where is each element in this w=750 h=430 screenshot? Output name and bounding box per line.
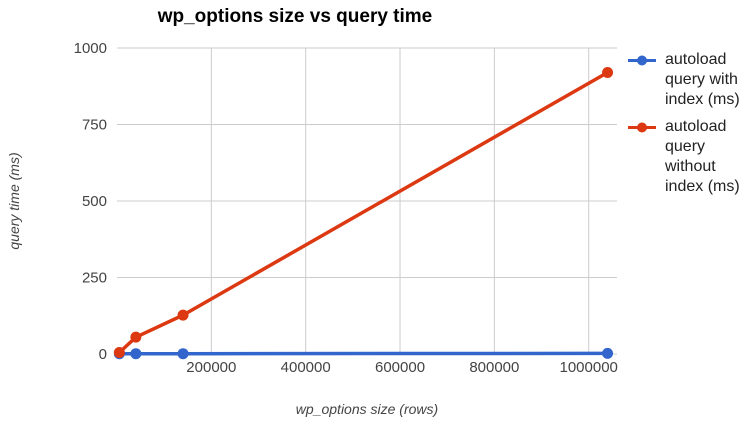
x-tick-label: 800000 (469, 359, 519, 376)
legend-marker-line-icon (628, 122, 656, 133)
y-tick-label: 500 (82, 193, 107, 210)
legend: autoload query with index (ms) autoload q… (627, 50, 747, 204)
data-point (602, 66, 614, 78)
legend-item-label: autoload query with index (ms) (665, 51, 740, 108)
y-tick-label: 750 (82, 117, 107, 134)
data-point (130, 348, 142, 360)
y-tick-label: 1000 (74, 40, 107, 57)
x-tick-label: 600000 (375, 359, 425, 376)
x-axis-title: wp_options size (rows) (295, 401, 439, 417)
legend-marker-line-icon (628, 55, 656, 66)
legend-item[interactable]: autoload query with index (ms) (627, 50, 747, 110)
series-line (117, 70, 610, 355)
y-tick-label: 0 (99, 346, 107, 363)
data-point (177, 309, 189, 321)
data-point (130, 331, 142, 343)
y-tick-label: 250 (82, 270, 107, 287)
x-tick-label: 200000 (186, 359, 236, 376)
data-point (177, 348, 189, 360)
x-tick-label: 400000 (281, 359, 331, 376)
data-point (602, 347, 614, 359)
legend-item[interactable]: autoload query without index (ms) (627, 117, 747, 197)
x-tick-label: 1000000 (559, 359, 617, 376)
data-point (113, 346, 125, 358)
y-axis-title: query time (ms) (6, 152, 22, 250)
chart-title: wp_options size vs query time (157, 6, 433, 27)
legend-item-label: autoload query without index (ms) (665, 118, 740, 195)
